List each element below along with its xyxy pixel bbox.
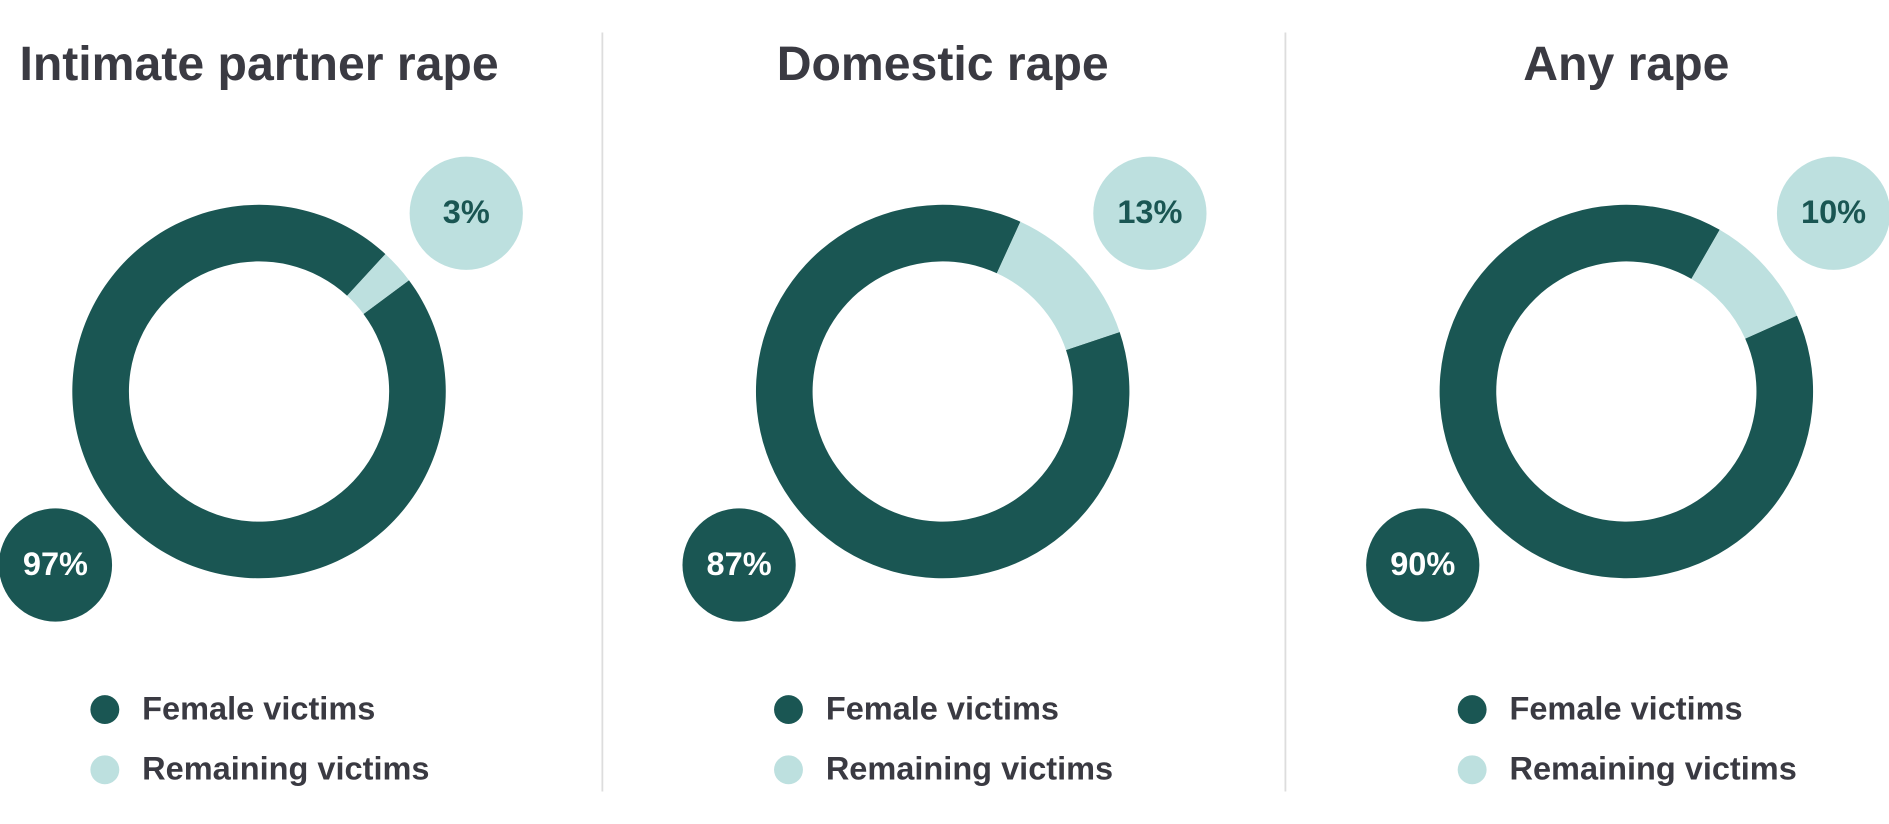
legend-label: Remaining victims [826,751,1113,787]
value-label: 90% [1390,546,1455,582]
chart-title: Intimate partner rape [19,37,498,91]
legend-marker [1457,755,1487,785]
legend-marker [90,695,120,725]
donut-segment [1691,229,1797,339]
value-bubble [1366,508,1480,622]
chart-title: Domestic rape [777,37,1109,91]
legend-marker [774,695,803,725]
value-bubble [409,156,523,270]
legend-marker [1457,695,1487,725]
value-bubble [682,508,796,622]
donut-segment [72,204,446,579]
legend-label: Female victims [1509,690,1742,726]
value-label: 3% [443,194,490,230]
donut-segment [755,204,1130,579]
value-label: 97% [23,546,88,582]
legend-label: Female victims [826,690,1059,726]
donut-segment [347,254,409,314]
donut-segment [996,221,1120,351]
value-label: 87% [707,546,772,582]
value-label: 10% [1801,194,1866,230]
value-bubble [1093,156,1207,270]
legend-label: Remaining victims [1509,751,1796,787]
value-bubble [1776,156,1889,270]
donut-segment [1439,204,1814,579]
legend-marker [774,755,803,785]
legend-marker [90,755,120,785]
value-label: 13% [1117,194,1182,230]
legend-label: Remaining victims [142,751,429,787]
chart-title: Any rape [1523,37,1729,91]
value-bubble [0,508,113,622]
legend-label: Female victims [142,690,375,726]
